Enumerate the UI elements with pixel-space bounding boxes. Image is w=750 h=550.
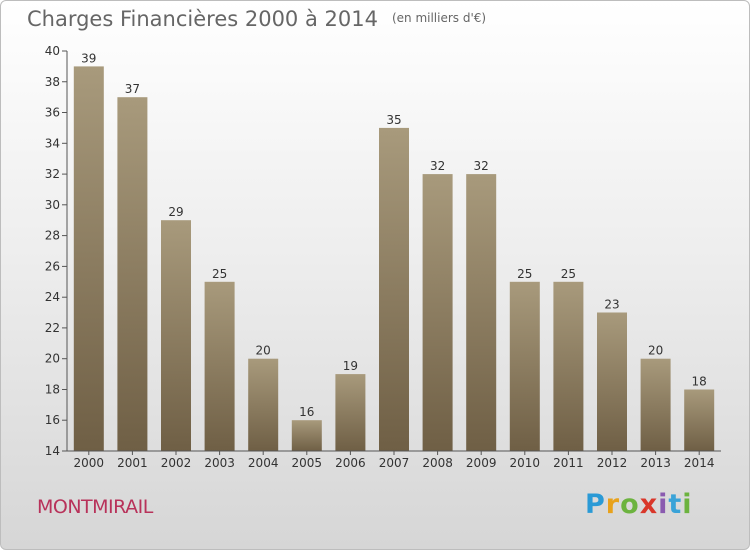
y-tick-label-36: 36 bbox=[45, 106, 60, 120]
x-tick-label-2003: 2003 bbox=[204, 456, 235, 470]
bar-2006 bbox=[335, 374, 366, 451]
value-label-2010: 25 bbox=[517, 267, 532, 281]
y-tick-label-16: 16 bbox=[45, 413, 60, 427]
bar-2004 bbox=[248, 358, 279, 451]
axes: 2000 2001 2002 2003 2004 2005 2006 2007 2008 2009… bbox=[45, 44, 721, 470]
bar-2010 bbox=[509, 281, 540, 451]
value-label-2013: 20 bbox=[648, 344, 663, 358]
y-tick-label-30: 30 bbox=[45, 198, 60, 212]
place-name: MONTMIRAIL bbox=[37, 496, 153, 518]
x-tick-label-2002: 2002 bbox=[161, 456, 192, 470]
chart-unit: (en milliers d'€) bbox=[391, 11, 487, 25]
x-tick-label-2014: 2014 bbox=[684, 456, 715, 470]
value-label-2002: 29 bbox=[168, 205, 183, 219]
x-tick-label-2011: 2011 bbox=[553, 456, 584, 470]
y-tick-label-38: 38 bbox=[45, 75, 60, 89]
bar-2013 bbox=[640, 358, 671, 451]
bar-2012 bbox=[597, 312, 627, 451]
y-tick-label-22: 22 bbox=[45, 321, 60, 335]
value-label-2001: 37 bbox=[125, 82, 140, 96]
bar-2005 bbox=[291, 420, 322, 451]
y-tick-label-34: 34 bbox=[45, 136, 60, 150]
bar-2009 bbox=[466, 174, 497, 451]
y-tick-label-14: 14 bbox=[45, 444, 60, 458]
x-tick-label-2008: 2008 bbox=[422, 456, 453, 470]
value-label-2011: 25 bbox=[561, 267, 576, 281]
bar-2000 bbox=[73, 66, 104, 452]
value-label-2003: 25 bbox=[212, 267, 227, 281]
x-tick-label-2006: 2006 bbox=[335, 456, 366, 470]
x-tick-label-2005: 2005 bbox=[292, 456, 323, 470]
x-tick-label-2004: 2004 bbox=[248, 456, 279, 470]
value-label-2008: 32 bbox=[430, 159, 445, 173]
value-label-2009: 32 bbox=[474, 159, 489, 173]
bars-layer: 39 37 29 25 20 16 19 35 32 32 25 25 23 20 18 bbox=[73, 51, 715, 452]
proxiti-logo: Proxiti bbox=[585, 489, 693, 520]
y-tick-label-18: 18 bbox=[45, 383, 60, 397]
y-tick-label-28: 28 bbox=[45, 229, 60, 243]
bar-2002 bbox=[161, 220, 191, 451]
value-label-2000: 39 bbox=[81, 51, 96, 65]
bar-2003 bbox=[204, 281, 235, 451]
x-tick-label-2010: 2010 bbox=[510, 456, 541, 470]
bar-2011 bbox=[553, 281, 584, 451]
chart-title: Charges Financières 2000 à 2014 bbox=[27, 7, 378, 31]
y-tick-label-24: 24 bbox=[45, 290, 60, 304]
y-tick-label-26: 26 bbox=[45, 259, 60, 273]
x-tick-label-2013: 2013 bbox=[640, 456, 671, 470]
bar-2014 bbox=[684, 389, 715, 451]
bar-2007 bbox=[379, 127, 409, 452]
value-label-2004: 20 bbox=[256, 344, 271, 358]
x-tick-label-2009: 2009 bbox=[466, 456, 497, 470]
x-tick-label-2000: 2000 bbox=[74, 456, 105, 470]
y-tick-label-40: 40 bbox=[45, 44, 60, 58]
y-tick-label-20: 20 bbox=[45, 352, 60, 366]
value-label-2005: 16 bbox=[299, 405, 314, 419]
bar-2001 bbox=[117, 97, 148, 451]
x-tick-label-2012: 2012 bbox=[597, 456, 628, 470]
value-label-2012: 23 bbox=[604, 298, 619, 312]
bar-2008 bbox=[422, 174, 453, 451]
value-label-2007: 35 bbox=[386, 113, 401, 127]
x-tick-label-2001: 2001 bbox=[117, 456, 148, 470]
value-label-2006: 19 bbox=[343, 359, 358, 373]
y-tick-label-32: 32 bbox=[45, 167, 60, 181]
value-label-2014: 18 bbox=[692, 375, 707, 389]
x-tick-label-2007: 2007 bbox=[379, 456, 410, 470]
chart-title-block: Charges Financières 2000 à 2014 (en milli… bbox=[27, 7, 486, 31]
